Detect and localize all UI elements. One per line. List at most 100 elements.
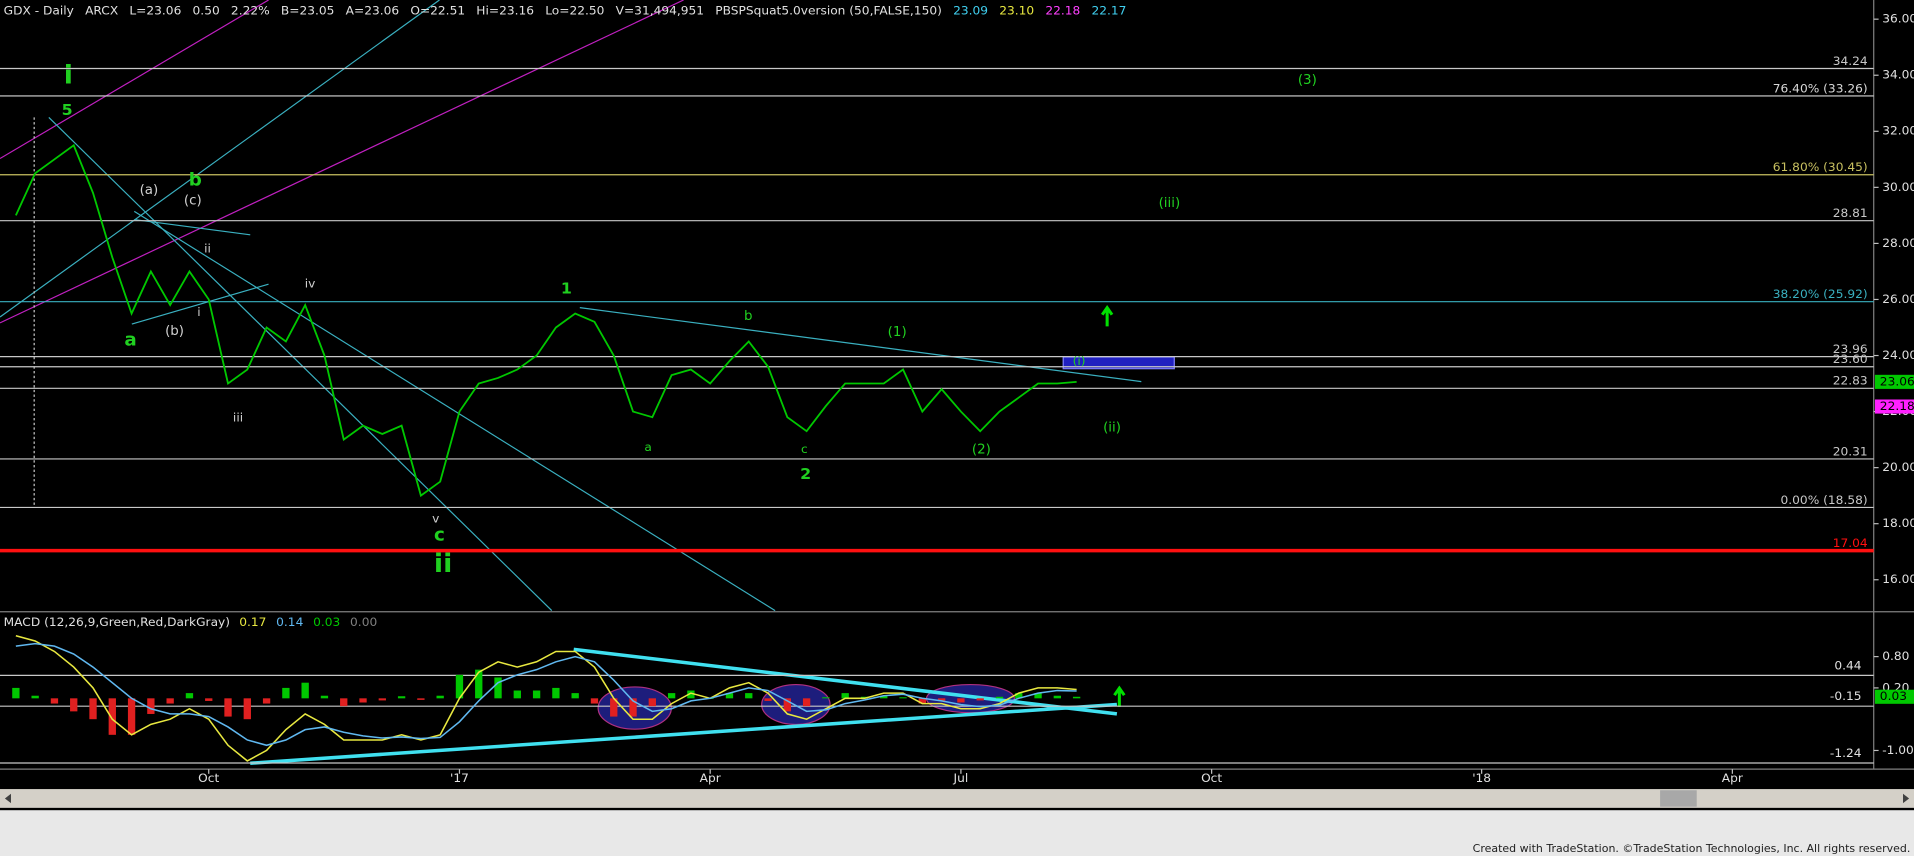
histogram-bar [667, 693, 676, 699]
price-level-label: 17.04 [1833, 536, 1868, 550]
x-tick-label: '18 [1472, 771, 1491, 785]
quote-field: L=23.06 [129, 3, 181, 17]
wave-label: i [64, 61, 73, 90]
scrollbar[interactable] [0, 789, 1914, 808]
histogram-bar [455, 674, 464, 699]
trendline [0, 0, 440, 318]
macd-legend-value: 0.14 [276, 615, 303, 629]
price-level-label: 23.60 [1833, 352, 1868, 366]
price-level-label: 38.20% (25.92) [1773, 287, 1868, 301]
study-value: 23.10 [999, 3, 1034, 17]
wave-label: b [744, 309, 753, 324]
wave-label: b [189, 170, 202, 191]
histogram-bar [50, 698, 59, 704]
price-level-label: 28.81 [1833, 206, 1868, 220]
histogram-bar [70, 698, 78, 712]
trendline [0, 0, 684, 324]
histogram-bar [532, 690, 541, 699]
price-level-label: 20.31 [1833, 445, 1868, 459]
study-value: 22.18 [1045, 3, 1080, 17]
histogram-bar [31, 695, 39, 699]
histogram-bar [745, 693, 753, 699]
wave-label: (1) [888, 325, 907, 340]
x-tick-label: Jul [953, 771, 969, 785]
trendline [133, 210, 776, 612]
price-level-label: 76.40% (33.26) [1773, 82, 1868, 96]
wave-label: (ii) [1103, 421, 1121, 436]
wave-label: (b) [165, 324, 184, 339]
footer-bar [0, 810, 1914, 856]
histogram-bar [552, 687, 560, 699]
wave-label: a [124, 330, 136, 351]
histogram-bar [610, 698, 618, 717]
histogram-bar [725, 693, 734, 699]
last-value-label: 0.03 [1880, 689, 1907, 703]
histogram-bar [301, 682, 309, 699]
wave-label: (c) [184, 194, 202, 209]
histogram-bar [166, 698, 174, 704]
y-tick-label: 16.00 [1882, 572, 1914, 586]
histogram-bar [340, 698, 348, 707]
y-tick-label: 18.00 [1882, 516, 1914, 530]
trendline [134, 218, 251, 236]
macd-line [15, 642, 1077, 747]
y-tick-label: 32.00 [1882, 124, 1914, 138]
x-tick-label: Apr [1722, 771, 1743, 785]
x-tick-label: Apr [700, 771, 721, 785]
y-tick-label: 24.00 [1882, 348, 1914, 362]
histogram-bar [224, 698, 232, 717]
macd-trendline [250, 702, 1118, 765]
macd-legend-value: 0.00 [350, 615, 377, 629]
wave-label: i [197, 305, 200, 319]
macd-title: MACD (12,26,9,Green,Red,DarkGray) [4, 615, 230, 629]
up-arrow [1113, 685, 1126, 707]
histogram-bar [995, 696, 1004, 699]
exchange: ARCX [85, 3, 118, 17]
price-level-label: 0.00% (18.58) [1781, 493, 1868, 507]
histogram-bar [397, 696, 406, 699]
histogram-bar [378, 698, 386, 701]
histogram-bar [262, 698, 271, 704]
x-tick-label: '17 [450, 771, 469, 785]
histogram-bar [880, 695, 888, 699]
y-tick-label: 0.80 [1882, 649, 1909, 663]
last-value-label: 23.06 [1880, 375, 1914, 389]
last-value-box [1874, 689, 1914, 704]
histogram-bar [764, 698, 772, 701]
y-tick-label: 20.00 [1882, 460, 1914, 474]
macd-trendline [573, 647, 1118, 716]
ellipse-highlight [761, 683, 831, 726]
quote-field: 2.22% [231, 3, 270, 17]
wave-label: (a) [140, 183, 159, 198]
wave-label: c [434, 525, 445, 546]
scrollbar-thumb[interactable] [1660, 790, 1697, 807]
price-level-label: 22.83 [1833, 374, 1868, 388]
study-value: 23.09 [953, 3, 988, 17]
histogram-bar [590, 698, 599, 704]
quote-field: Lo=22.50 [545, 3, 604, 17]
histogram-bar [899, 697, 907, 699]
histogram-bar [12, 687, 20, 699]
last-value-label: 22.18 [1880, 399, 1914, 413]
histogram-bar [802, 698, 811, 707]
x-tick-label: Oct [1201, 771, 1222, 785]
trendline [579, 307, 1142, 383]
last-value-box [1874, 374, 1914, 389]
footer: Created with TradeStation. ©TradeStation… [1473, 842, 1911, 855]
wave-label: 1 [561, 280, 572, 298]
histogram-bar [1053, 695, 1062, 699]
histogram-bar [282, 687, 290, 699]
histogram-bar [475, 669, 483, 699]
x-tick-label: Oct [198, 771, 219, 785]
macd-level-label: -0.15 [1830, 689, 1862, 703]
histogram-bar [648, 698, 656, 707]
wave-label: a [644, 440, 651, 454]
last-value-box [1874, 399, 1914, 414]
histogram-bar [417, 698, 425, 700]
price-level-label: 23.96 [1833, 342, 1868, 356]
histogram-bar [976, 698, 984, 701]
quote-field: B=23.05 [281, 3, 335, 17]
histogram-bar [205, 698, 213, 701]
quote-field: Hi=23.16 [476, 3, 534, 17]
wave-label: 5 [62, 101, 73, 119]
